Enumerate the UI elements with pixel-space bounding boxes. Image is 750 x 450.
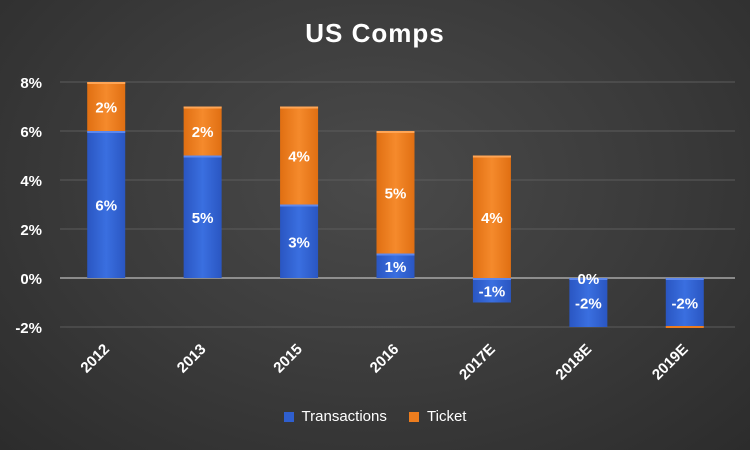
legend: Transactions Ticket	[0, 408, 750, 426]
bar-ticket-2017E	[472, 155, 511, 278]
bar-ticket-2015	[280, 106, 319, 205]
x-tick-label: 2013	[174, 341, 210, 377]
bar-edge	[183, 155, 222, 158]
data-label-transactions: -1%	[479, 283, 506, 300]
y-tick-label: 6%	[20, 124, 42, 141]
data-label-ticket: 0%	[578, 271, 600, 288]
y-tick-label: 2%	[20, 222, 42, 239]
bar-ticket-2013	[183, 106, 222, 156]
bar-edge	[87, 82, 126, 84]
x-tick-label: 2019E	[649, 341, 692, 384]
bar-edge	[472, 155, 511, 158]
data-label-transactions: -2%	[671, 296, 698, 313]
bar-edge	[376, 131, 415, 133]
y-tick-label: 0%	[20, 271, 42, 288]
x-tick-label: 2015	[270, 341, 306, 377]
bar-edge	[280, 204, 319, 207]
legend-swatch-ticket	[409, 411, 420, 422]
x-tick-label: 2016	[367, 341, 403, 377]
x-tick-label: 2018E	[552, 341, 595, 384]
bar-transactions-2017E	[472, 278, 511, 303]
legend-item-transactions: Transactions	[283, 408, 387, 425]
bar-ticket-2016	[376, 131, 415, 254]
bar-transactions-2018E	[569, 278, 608, 327]
y-tick-label: 8%	[20, 75, 42, 92]
bar-edge	[472, 278, 511, 280]
data-label-ticket: 4%	[288, 149, 310, 166]
data-label-transactions: 5%	[192, 210, 214, 227]
data-label-transactions: 6%	[95, 198, 117, 215]
data-label-ticket: 2%	[192, 124, 214, 141]
chart-title: US Comps	[305, 18, 445, 48]
bar-edge	[280, 106, 319, 109]
x-tick-label: 2012	[77, 341, 113, 377]
legend-label-transactions: Transactions	[301, 408, 387, 425]
bar-edge	[87, 131, 126, 133]
data-label-transactions: 3%	[288, 234, 310, 251]
bar-transactions-2019E	[665, 278, 704, 327]
data-label-transactions: 1%	[385, 259, 407, 276]
legend-label-ticket: Ticket	[427, 408, 467, 425]
bar-edge	[376, 253, 415, 256]
legend-swatch-transactions	[283, 411, 294, 422]
data-label-ticket: 5%	[385, 185, 407, 202]
data-label-ticket: 2%	[95, 100, 117, 117]
bar-transactions-2015	[280, 204, 319, 278]
y-tick-label: 4%	[20, 173, 42, 190]
data-label-transactions: -2%	[575, 296, 602, 313]
y-tick-label: -2%	[15, 320, 42, 337]
bar-transactions-2013	[183, 155, 222, 278]
bar-edge	[665, 278, 704, 280]
bar-edge	[183, 106, 222, 109]
bar-transactions-2012	[87, 131, 126, 278]
bar-edge	[569, 278, 608, 280]
legend-item-ticket: Ticket	[409, 408, 466, 425]
bar-transactions-2016	[376, 253, 415, 278]
bar-ticket-sliver	[665, 326, 704, 328]
data-label-ticket: 4%	[481, 210, 503, 227]
bar-ticket-2012	[87, 82, 126, 131]
x-tick-label: 2017E	[456, 341, 499, 384]
